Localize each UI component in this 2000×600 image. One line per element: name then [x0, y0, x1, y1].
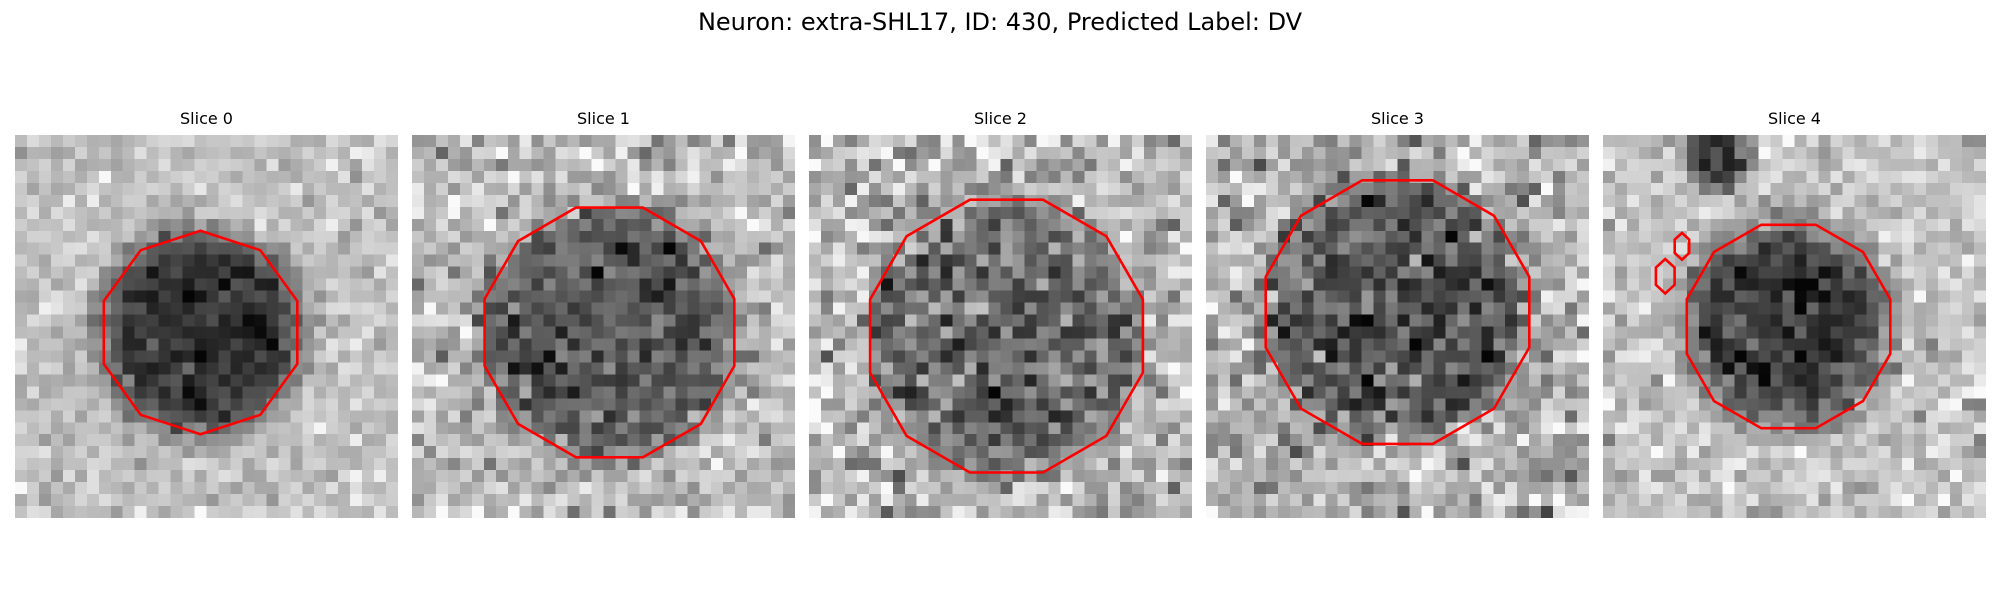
grayscale-pixels	[412, 135, 795, 518]
slice-title-3: Slice 3	[1371, 109, 1424, 128]
contour-fragment-b	[1654, 257, 1676, 296]
slice-panel-4: Slice 4	[1603, 108, 1986, 520]
contour-segmentation	[483, 206, 736, 459]
contour-segmentation	[1685, 223, 1892, 430]
slice-panel-2: Slice 2	[809, 108, 1192, 520]
slice-title-1: Slice 1	[577, 109, 630, 128]
slice-image-2	[809, 135, 1192, 518]
slice-title-2: Slice 2	[974, 109, 1027, 128]
figure-title: Neuron: extra-SHL17, ID: 430, Predicted …	[697, 8, 1303, 36]
grayscale-pixels	[15, 135, 398, 518]
grayscale-pixels	[1206, 135, 1589, 518]
contour-segmentation	[102, 229, 299, 436]
slice-panel-0: Slice 0	[15, 108, 398, 520]
slice-image-1	[412, 135, 795, 518]
grayscale-pixels	[1603, 135, 1986, 518]
slice-panel-1: Slice 1	[412, 108, 795, 520]
slice-image-3	[1206, 135, 1589, 518]
contour-segmentation	[868, 198, 1145, 474]
slice-panel-3: Slice 3	[1206, 108, 1589, 520]
contour-fragment-a	[1673, 231, 1691, 262]
grayscale-pixels	[809, 135, 1192, 518]
slice-title-4: Slice 4	[1768, 109, 1821, 128]
slice-image-0	[15, 135, 398, 518]
slice-image-4	[1603, 135, 1986, 518]
contour-segmentation	[1264, 178, 1531, 446]
slice-title-0: Slice 0	[180, 109, 233, 128]
